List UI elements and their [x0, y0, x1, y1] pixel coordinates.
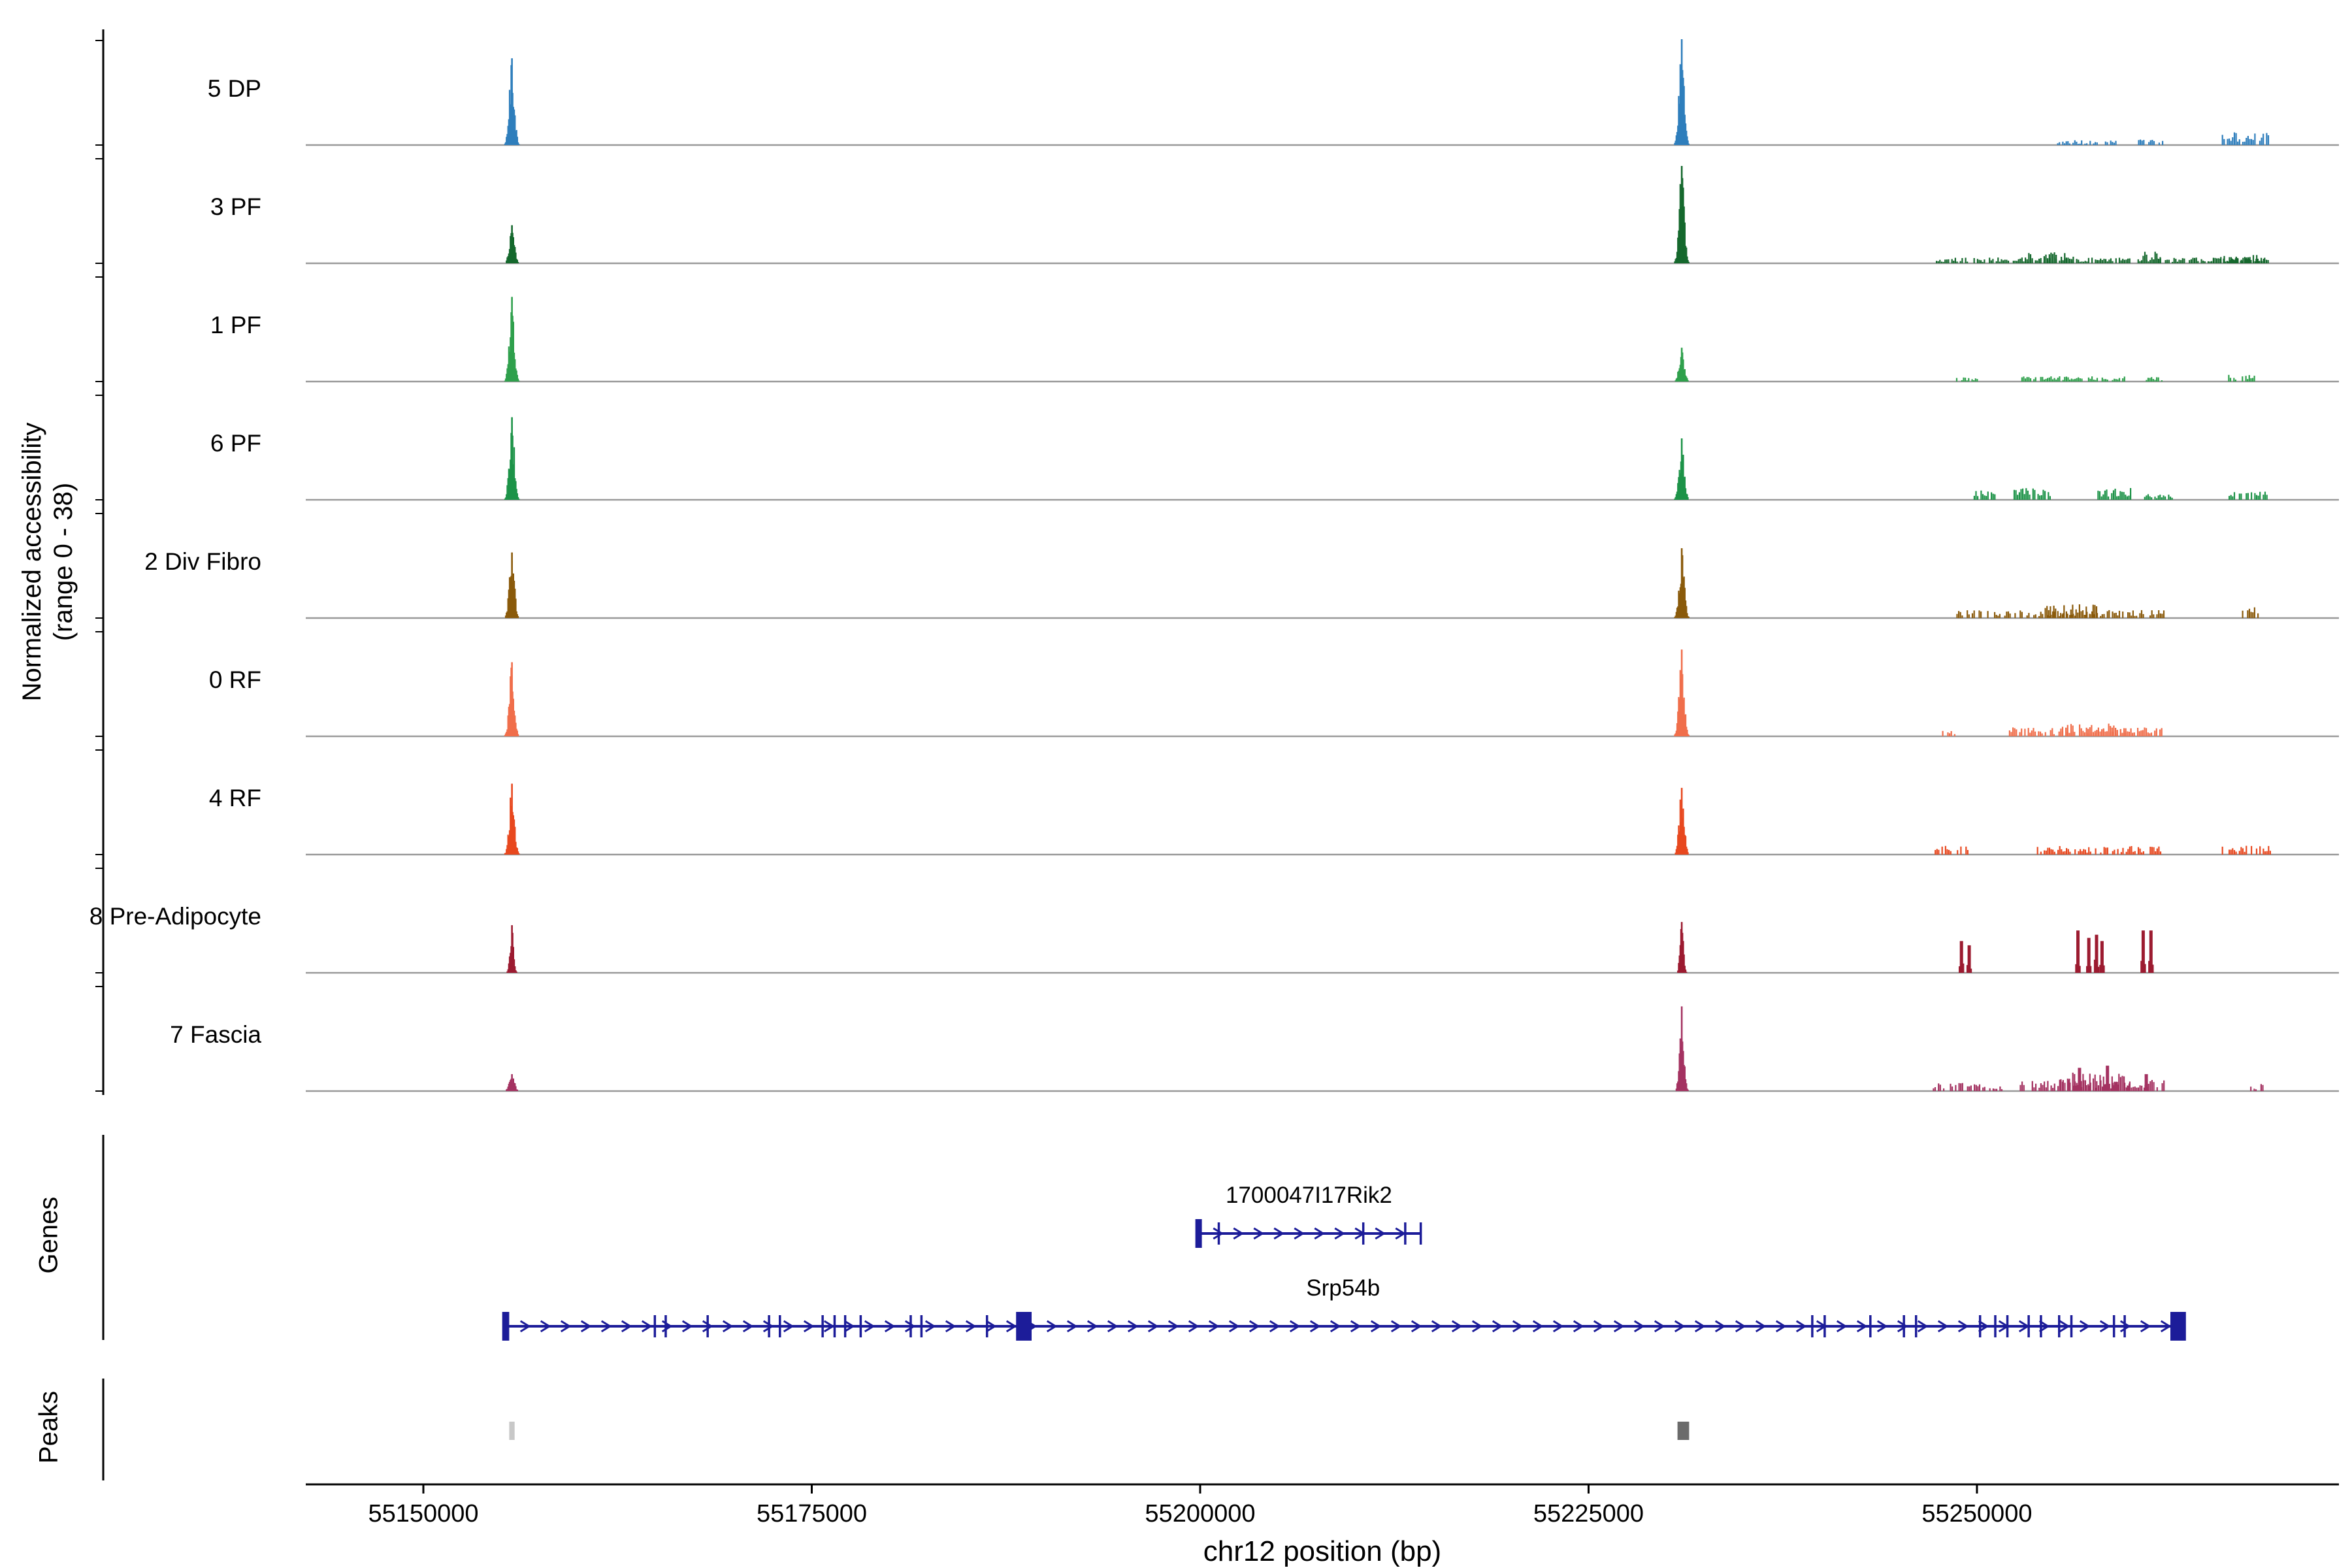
- peak-call: [1677, 1422, 1690, 1440]
- track-label-1-pf: 1 PF: [210, 312, 261, 338]
- track-label-4-rf: 4 RF: [208, 785, 261, 811]
- signal-track-1-pf: [504, 297, 2255, 382]
- track-label-5-dp: 5 DP: [207, 75, 261, 102]
- signal-track-7-fascia: [506, 1006, 2264, 1091]
- x-tick-label-55250000: 55250000: [1921, 1500, 2033, 1527]
- signal-track-5-dp: [504, 39, 2270, 145]
- gene-model-srp54b: [502, 1312, 2186, 1341]
- x-axis-title: chr12 position (bp): [1203, 1535, 1442, 1567]
- signal-track-4-rf: [504, 783, 2271, 855]
- peaks-section-label: Peaks: [34, 1390, 63, 1464]
- gene-label-1700047i17rik2: 1700047I17Rik2: [1225, 1183, 1392, 1208]
- x-tick-label-55175000: 55175000: [756, 1500, 868, 1527]
- gene-label-srp54b: Srp54b: [1306, 1275, 1380, 1301]
- x-tick-label-55225000: 55225000: [1533, 1500, 1644, 1527]
- signal-track-6-pf: [504, 417, 2268, 500]
- signal-track-2-div-fibro: [504, 548, 2259, 618]
- track-label-8-pre-adipocyte: 8 Pre-Adipocyte: [89, 903, 261, 930]
- axis-brackets: [95, 29, 105, 1480]
- x-tick-label-55200000: 55200000: [1145, 1500, 1256, 1527]
- x-tick-label-55150000: 55150000: [368, 1500, 479, 1527]
- peak-call: [509, 1422, 515, 1440]
- track-label-7-fascia: 7 Fascia: [170, 1021, 261, 1048]
- gene-model-1700047i17rik2: [1195, 1219, 1422, 1248]
- track-label-3-pf: 3 PF: [210, 193, 261, 220]
- signal-track-3-pf: [506, 166, 2269, 263]
- track-label-2-div-fibro: 2 Div Fibro: [144, 548, 261, 575]
- track-label-6-pf: 6 PF: [210, 430, 261, 457]
- signal-track-8-pre-adipocyte: [506, 922, 2154, 973]
- track-label-0-rf: 0 RF: [208, 666, 261, 693]
- signal-track-0-rf: [504, 649, 2163, 736]
